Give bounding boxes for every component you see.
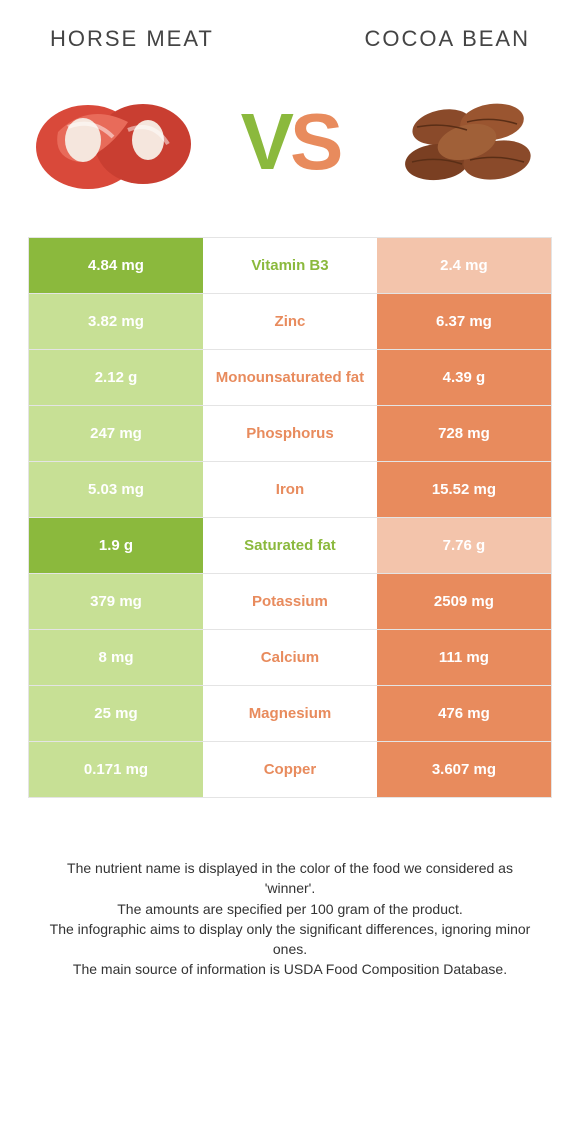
- nutrient-name: Saturated fat: [203, 518, 377, 573]
- horse-meat-image: [28, 82, 198, 202]
- comparison-table: 4.84 mgVitamin B32.4 mg3.82 mgZinc6.37 m…: [28, 237, 552, 798]
- table-row: 0.171 mgCopper3.607 mg: [29, 741, 551, 797]
- left-value: 3.82 mg: [29, 294, 203, 349]
- nutrient-name: Phosphorus: [203, 406, 377, 461]
- left-value: 4.84 mg: [29, 238, 203, 293]
- vs-letter-s: S: [290, 97, 339, 186]
- table-row: 8 mgCalcium111 mg: [29, 629, 551, 685]
- footnote-line: The amounts are specified per 100 gram o…: [40, 899, 540, 919]
- left-value: 247 mg: [29, 406, 203, 461]
- nutrient-name: Magnesium: [203, 686, 377, 741]
- left-value: 25 mg: [29, 686, 203, 741]
- table-row: 5.03 mgIron15.52 mg: [29, 461, 551, 517]
- right-value: 6.37 mg: [377, 294, 551, 349]
- nutrient-name: Iron: [203, 462, 377, 517]
- table-row: 2.12 gMonounsaturated fat4.39 g: [29, 349, 551, 405]
- vs-label: VS: [241, 96, 340, 188]
- header: Horse meat Cocoa bean: [0, 0, 580, 62]
- footnote-line: The main source of information is USDA F…: [40, 959, 540, 979]
- left-value: 1.9 g: [29, 518, 203, 573]
- right-value: 15.52 mg: [377, 462, 551, 517]
- left-value: 5.03 mg: [29, 462, 203, 517]
- right-value: 2.4 mg: [377, 238, 551, 293]
- table-row: 25 mgMagnesium476 mg: [29, 685, 551, 741]
- table-row: 247 mgPhosphorus728 mg: [29, 405, 551, 461]
- footnotes: The nutrient name is displayed in the co…: [40, 858, 540, 980]
- nutrient-name: Copper: [203, 742, 377, 797]
- footnote-line: The nutrient name is displayed in the co…: [40, 858, 540, 899]
- right-value: 7.76 g: [377, 518, 551, 573]
- left-value: 379 mg: [29, 574, 203, 629]
- nutrient-name: Zinc: [203, 294, 377, 349]
- hero: VS: [0, 62, 580, 237]
- left-value: 0.171 mg: [29, 742, 203, 797]
- right-value: 4.39 g: [377, 350, 551, 405]
- nutrient-name: Calcium: [203, 630, 377, 685]
- right-value: 111 mg: [377, 630, 551, 685]
- table-row: 379 mgPotassium2509 mg: [29, 573, 551, 629]
- table-row: 4.84 mgVitamin B32.4 mg: [29, 237, 551, 293]
- vs-letter-v: V: [241, 97, 290, 186]
- footnote-line: The infographic aims to display only the…: [40, 919, 540, 960]
- right-value: 3.607 mg: [377, 742, 551, 797]
- title-right: Cocoa bean: [365, 26, 530, 52]
- right-value: 728 mg: [377, 406, 551, 461]
- table-row: 3.82 mgZinc6.37 mg: [29, 293, 551, 349]
- table-row: 1.9 gSaturated fat7.76 g: [29, 517, 551, 573]
- right-value: 476 mg: [377, 686, 551, 741]
- nutrient-name: Vitamin B3: [203, 238, 377, 293]
- nutrient-name: Monounsaturated fat: [203, 350, 377, 405]
- nutrient-name: Potassium: [203, 574, 377, 629]
- title-left: Horse meat: [50, 26, 214, 52]
- cocoa-bean-image: [382, 82, 552, 202]
- left-value: 8 mg: [29, 630, 203, 685]
- left-value: 2.12 g: [29, 350, 203, 405]
- right-value: 2509 mg: [377, 574, 551, 629]
